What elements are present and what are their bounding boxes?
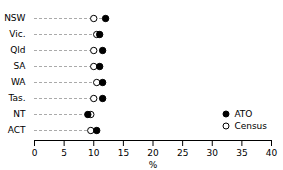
svg-text:40: 40: [266, 148, 278, 158]
svg-text:35: 35: [236, 148, 247, 158]
svg-text:20: 20: [147, 148, 159, 158]
svg-text:NT: NT: [13, 109, 26, 119]
svg-text:5: 5: [61, 148, 67, 158]
svg-text:Vic.: Vic.: [9, 29, 25, 39]
svg-text:10: 10: [88, 148, 100, 158]
html-text:Census: Census: [234, 121, 267, 131]
svg-text:0: 0: [32, 148, 38, 158]
svg-text:30: 30: [207, 148, 219, 158]
svg-text:Tas.: Tas.: [7, 93, 25, 103]
html-text:ATO: ATO: [234, 109, 253, 119]
svg-text:15: 15: [118, 148, 129, 158]
svg-text:WA: WA: [11, 77, 26, 87]
svg-text:25: 25: [177, 148, 188, 158]
svg-text:%: %: [149, 160, 158, 170]
svg-text:SA: SA: [13, 61, 26, 71]
svg-text:NSW: NSW: [4, 13, 25, 23]
svg-text:ACT: ACT: [8, 125, 26, 135]
svg-text:Qld: Qld: [10, 45, 25, 55]
